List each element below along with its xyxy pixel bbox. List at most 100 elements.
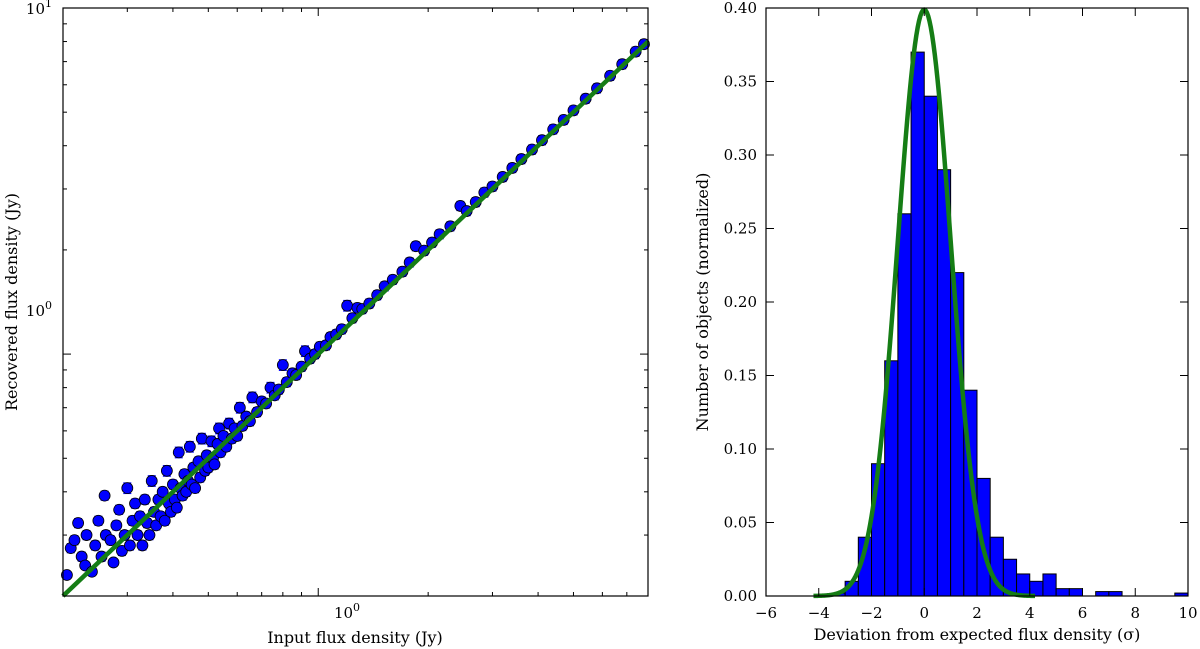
right-ticks: [765, 7, 1189, 597]
data-marker: [136, 539, 149, 552]
y-tick-label: 0.25: [724, 220, 757, 238]
right-y-axis-label: Number of objects (normalized): [693, 173, 712, 432]
scatter-point: [195, 432, 208, 445]
histogram-bar: [910, 51, 925, 597]
scatter-point: [138, 493, 151, 506]
x-tick-label: 4: [1025, 604, 1035, 622]
data-marker: [107, 556, 120, 569]
scatter-point: [129, 497, 141, 510]
histogram-bar: [897, 213, 912, 597]
data-marker: [145, 475, 158, 487]
data-marker: [276, 359, 289, 371]
scatter-point: [156, 485, 169, 498]
left-y-tick-label-1: 100: [26, 299, 52, 320]
y-tick-label: 0.05: [724, 514, 757, 532]
scatter-point: [160, 464, 173, 477]
scatter-point: [92, 514, 105, 527]
data-marker: [208, 458, 221, 471]
histogram-bar: [1095, 591, 1110, 597]
data-marker: [183, 440, 196, 453]
right-x-axis-label: Deviation from expected flux density (σ): [814, 625, 1141, 644]
scatter-point: [113, 503, 126, 516]
data-marker: [158, 514, 171, 527]
histogram-bar: [1055, 588, 1070, 597]
y-tick-label: 0.20: [724, 293, 757, 311]
x-tick-label: 10: [1178, 604, 1197, 622]
y-tick-label: 0.00: [724, 587, 757, 605]
scatter-point: [89, 539, 102, 552]
data-marker: [170, 501, 183, 514]
data-marker: [68, 534, 81, 547]
scatter-point: [170, 501, 183, 514]
x-tick-label: 0: [919, 604, 929, 622]
y-tick-label: 0.30: [724, 146, 757, 164]
left-major-ticks: [63, 7, 648, 596]
data-marker: [61, 569, 73, 581]
scatter-point: [172, 446, 185, 459]
scatter-point: [110, 519, 123, 532]
left-y-axis-label: Recovered flux density (Jy): [2, 193, 21, 411]
y-tick-label: 0.40: [724, 0, 757, 17]
data-marker: [138, 493, 151, 506]
right-plot: −6 −4 −2 0 2 4 6 8 10 0.000.050.100.150.200.250.…: [693, 0, 1198, 644]
data-marker: [121, 482, 134, 495]
scatter-point: [131, 529, 144, 541]
right-x-tick-labels: −6 −4 −2 0 2 4 6 8 10: [755, 604, 1198, 622]
scatter-point: [136, 539, 149, 552]
scatter-point: [68, 534, 81, 547]
y-tick-label: 0.35: [724, 73, 757, 91]
left-plot: 101 100 100 Input flux density (Jy) Reco…: [2, 0, 650, 647]
scatter-point: [341, 299, 354, 312]
left-y-tick-label-10: 101: [26, 0, 52, 18]
scatter-point: [183, 440, 196, 453]
scatter-point: [124, 539, 136, 552]
left-one-to-one-line: [61, 39, 650, 598]
histogram-bar: [1042, 573, 1057, 597]
scatter-point: [61, 569, 73, 581]
left-data-layer: [61, 38, 650, 581]
y-tick-label: 0.15: [724, 367, 757, 385]
histogram-bar: [923, 95, 938, 597]
left-plot-frame: [62, 7, 649, 597]
data-marker: [89, 539, 102, 552]
scatter-point: [98, 489, 111, 502]
left-minor-ticks: [62, 8, 649, 597]
data-marker: [104, 534, 117, 547]
data-marker: [129, 497, 141, 510]
x-tick-label: −4: [808, 604, 830, 622]
x-tick-label: −6: [755, 604, 777, 622]
data-marker: [116, 544, 128, 557]
left-x-axis-label: Input flux density (Jy): [267, 628, 443, 647]
y-tick-label: 0.10: [724, 440, 757, 458]
left-x-tick-label-1: 100: [334, 601, 360, 622]
right-y-tick-labels: 0.00 0.05 0.10 0.15 0.20 0.25 0.30 0.35 0.40: [724, 0, 757, 605]
histogram-bar: [1016, 573, 1031, 597]
x-tick-label: 6: [1078, 604, 1088, 622]
data-marker: [341, 299, 354, 312]
scatter-point: [104, 534, 117, 547]
data-marker: [189, 482, 201, 495]
data-marker: [233, 401, 246, 414]
scatter-point: [121, 482, 134, 495]
scatter-point: [145, 475, 158, 487]
data-marker: [172, 446, 185, 459]
scatter-point: [80, 529, 93, 541]
data-marker: [131, 529, 144, 541]
scatter-point: [233, 401, 246, 414]
scatter-point: [189, 482, 201, 495]
data-marker: [98, 489, 111, 502]
data-marker: [160, 464, 173, 477]
data-marker: [80, 529, 93, 541]
scatter-point: [72, 517, 85, 529]
data-marker: [124, 539, 136, 552]
scatter-point: [208, 458, 221, 471]
histogram-bar: [1068, 588, 1083, 597]
histogram-bar: [1108, 591, 1123, 597]
data-marker: [156, 485, 169, 498]
data-marker: [92, 514, 105, 527]
data-marker: [110, 519, 123, 532]
data-marker: [143, 529, 156, 541]
scatter-point: [143, 529, 156, 541]
scatter-point: [246, 391, 259, 404]
